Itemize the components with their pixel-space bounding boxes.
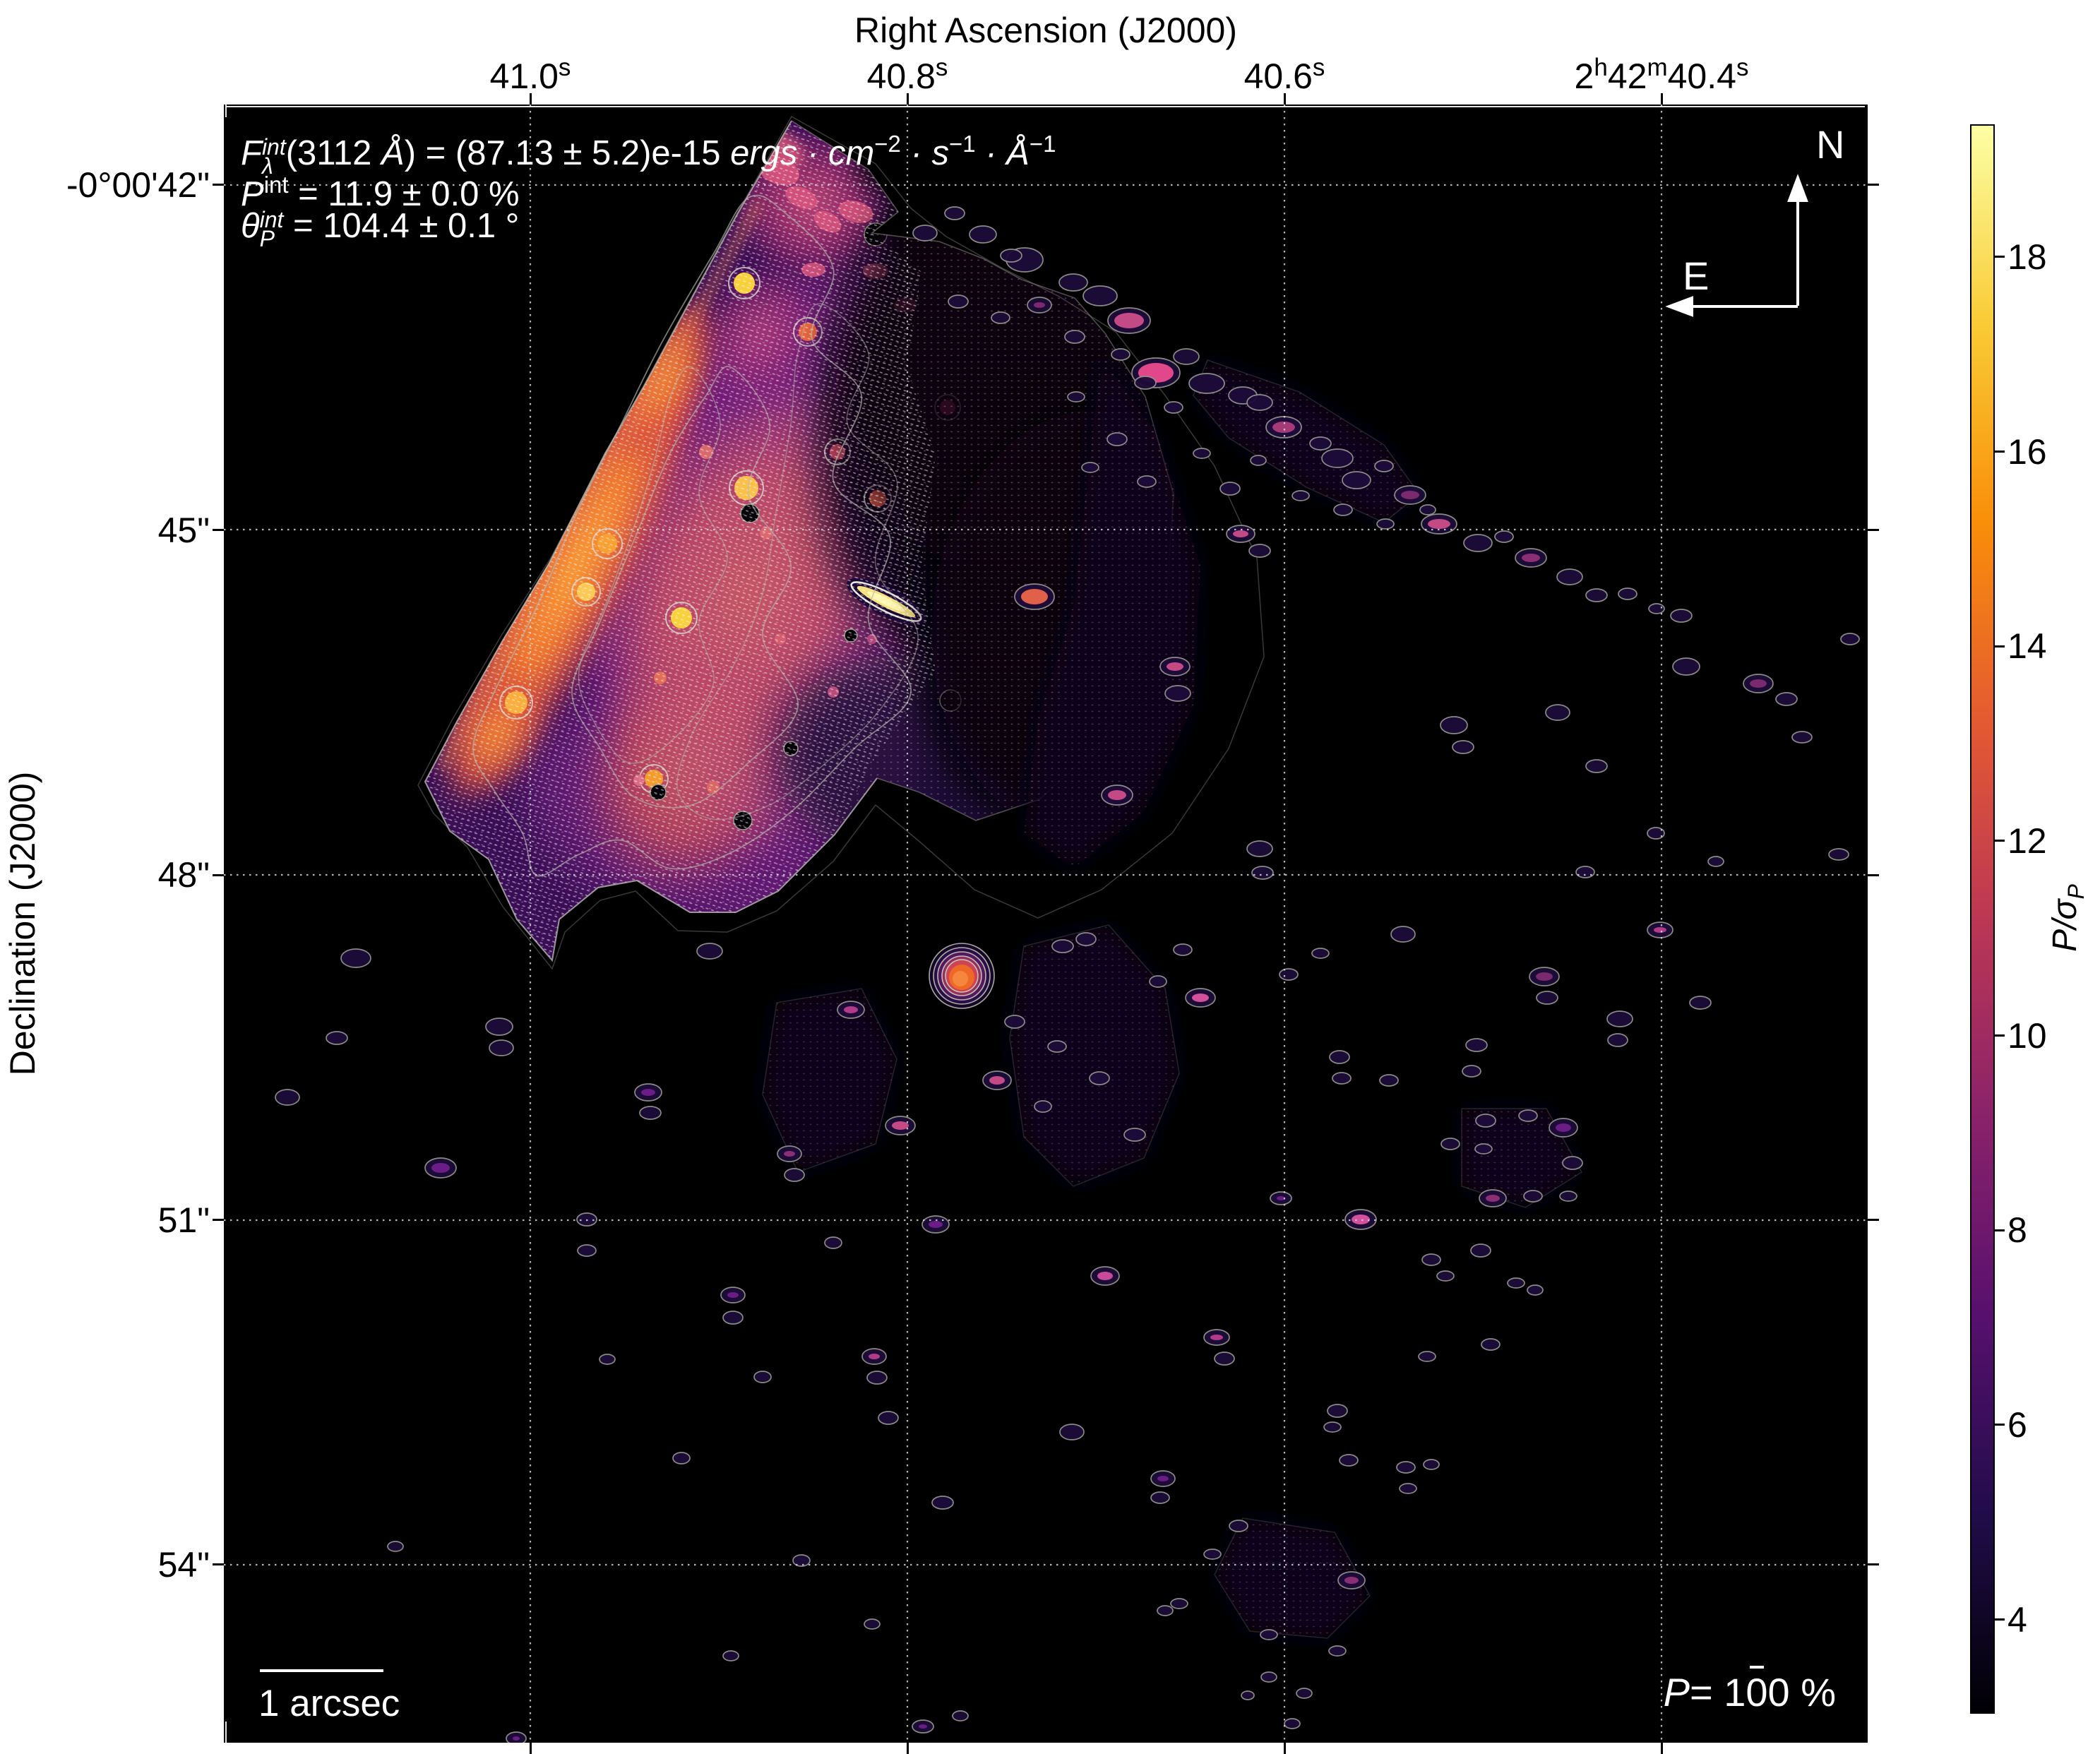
svg-text:P= 100 %: P= 100 % — [1664, 1670, 1836, 1714]
svg-text:1 arcsec: 1 arcsec — [258, 1683, 400, 1724]
svg-text:E: E — [1683, 253, 1709, 298]
svg-text:N: N — [1816, 122, 1844, 167]
